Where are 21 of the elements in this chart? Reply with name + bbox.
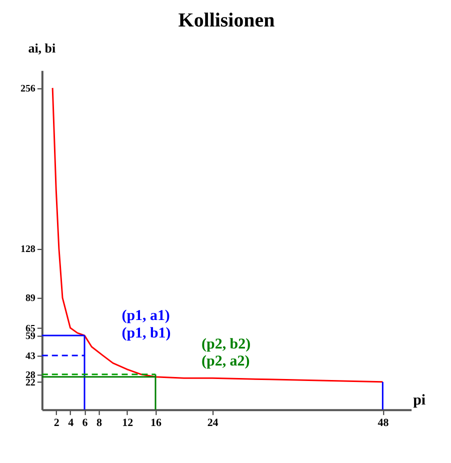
y-tick-label: 128 (20, 244, 36, 256)
y-tick-label: 43 (25, 351, 36, 362)
x-tick-label: 2 (54, 417, 60, 430)
annotation: (p1, a1) (122, 308, 170, 324)
x-tick-label: 4 (68, 417, 74, 430)
x-tick-label: 12 (122, 417, 134, 430)
y-axis-title: ai, bi (28, 40, 56, 56)
annotation: (p2, b2) (202, 336, 251, 353)
y-tick-label: 22 (25, 377, 36, 388)
x-axis-title: pi (413, 392, 426, 409)
x-tick-label: 16 (150, 417, 162, 430)
x-tick-label: 6 (82, 417, 88, 430)
y-tick-label: 256 (20, 83, 36, 94)
x-tick-label: 48 (378, 417, 390, 430)
x-tick-label: 24 (207, 417, 219, 430)
chart-title: Kollisionen (178, 9, 275, 32)
y-tick-label: 59 (25, 330, 36, 342)
y-tick-label: 89 (25, 293, 36, 304)
annotation: (p1, b1) (122, 326, 171, 342)
x-tick-label: 8 (96, 417, 102, 430)
annotation: (p2, a2) (202, 354, 250, 370)
